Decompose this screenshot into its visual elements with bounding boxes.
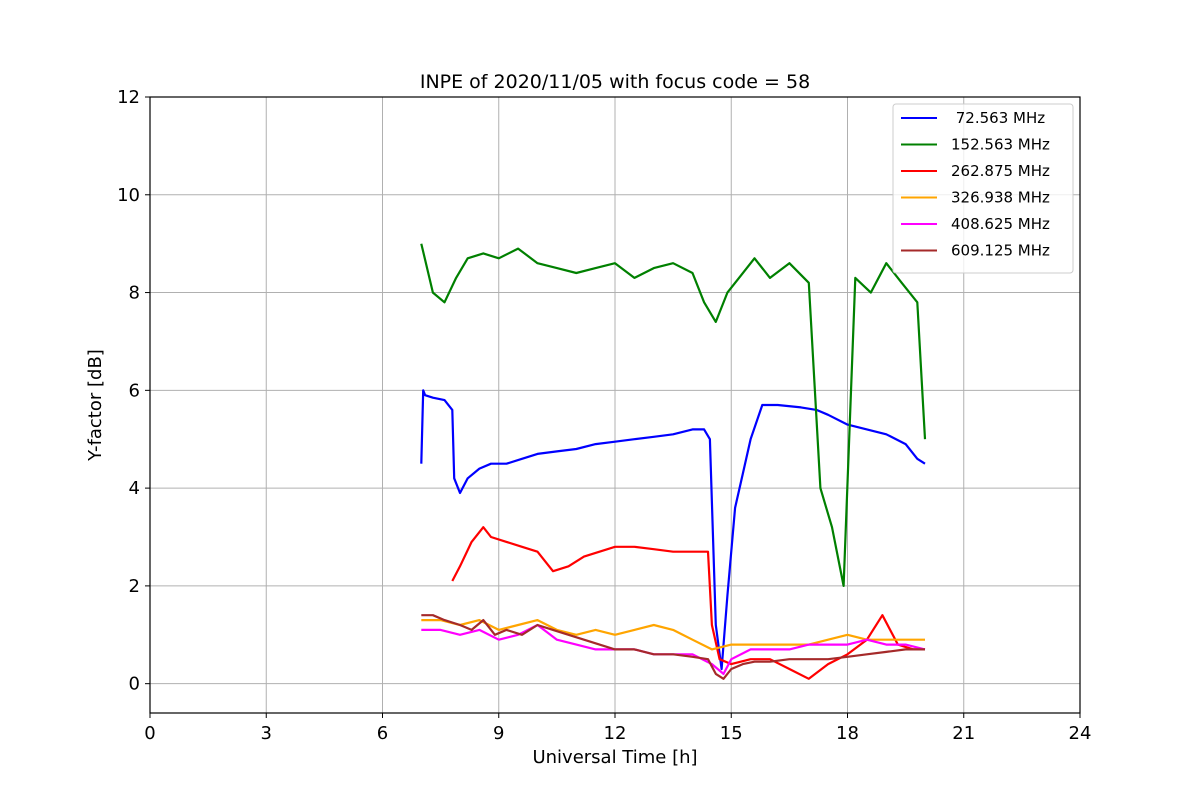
y-tick-label: 2 [129,576,140,597]
series-line-152-563-mhz [420,243,927,588]
x-tick-label: 12 [604,723,627,744]
x-tick-label: 9 [493,723,504,744]
series-line-408-625-mhz [421,623,926,676]
series-line-72-563-mhz [420,389,926,671]
y-tick-label: 6 [129,380,140,401]
x-tick-label: 24 [1069,723,1092,744]
legend-box [892,103,1074,274]
legend: 72.563 MHz 152.563 MHz 262.875 MHz 326.938 … [892,103,1074,274]
x-tick-label: 18 [836,723,859,744]
series-line-326-938-mhz [421,618,925,651]
x-axis-label: Universal Time [h] [532,747,697,768]
legend-label: 72.563 MHz [951,109,1045,127]
legend-label: 262.875 MHz [951,162,1050,180]
x-tick-label: 21 [952,723,975,744]
x-tick-label: 15 [720,723,743,744]
legend-label: 152.563 MHz [951,136,1050,154]
series-line-262-875-mhz [451,526,925,680]
y-tick-label: 4 [129,478,140,499]
y-tick-label: 0 [129,674,140,695]
y-axis-label: Y-factor [dB] [85,349,106,462]
series-layer [420,243,927,680]
y-tick-label: 10 [117,185,140,206]
x-tick-label: 6 [377,723,388,744]
x-tick-label: 3 [261,723,272,744]
legend-label: 408.625 MHz [951,215,1050,233]
series-line-609-125-mhz [421,614,925,680]
chart-title: INPE of 2020/11/05 with focus code = 58 [420,71,810,93]
x-tick-label: 0 [144,723,155,744]
legend-label: 326.938 MHz [951,189,1050,207]
legend-label: 609.125 MHz [951,242,1050,260]
y-tick-label: 12 [117,87,140,108]
y-tick-label: 8 [129,283,140,304]
